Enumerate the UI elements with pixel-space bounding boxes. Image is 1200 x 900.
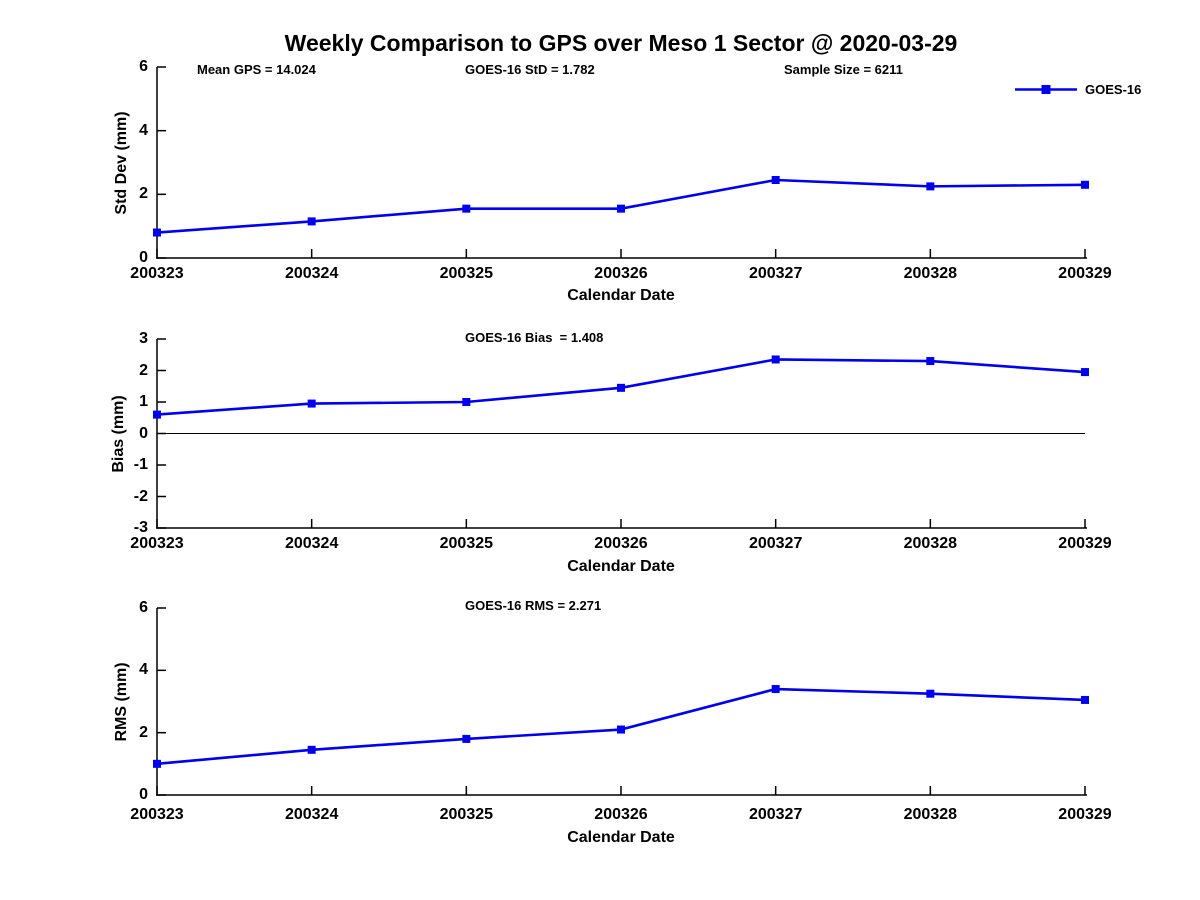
data-point-marker bbox=[1081, 180, 1089, 189]
data-point-marker bbox=[462, 734, 471, 743]
y-tick-label: 2 bbox=[139, 185, 148, 203]
x-tick-label: 200329 bbox=[1058, 265, 1112, 282]
y-tick-label: -1 bbox=[133, 456, 148, 473]
data-point-marker bbox=[771, 355, 780, 364]
x-tick-label: 200323 bbox=[130, 535, 184, 552]
data-point-marker bbox=[617, 383, 625, 392]
x-tick-label: 200323 bbox=[130, 265, 184, 282]
annotation-bias-0: GOES-16 Bias = 1.408 bbox=[465, 330, 604, 345]
x-tick-label: 200328 bbox=[903, 265, 958, 282]
x-tick-label: 200326 bbox=[594, 535, 648, 552]
annotation-stddev-0: Mean GPS = 14.024 bbox=[197, 62, 316, 77]
y-tick-label: 1 bbox=[139, 393, 148, 410]
y-tick-label: 0 bbox=[139, 249, 148, 266]
x-tick-label: 200329 bbox=[1058, 806, 1112, 823]
y-axis-label-stddev: Std Dev (mm) bbox=[113, 110, 130, 215]
data-point-marker bbox=[153, 759, 161, 768]
y-tick-label: 2 bbox=[139, 361, 148, 379]
data-point-marker bbox=[307, 399, 316, 408]
x-tick-label: 200328 bbox=[903, 806, 958, 823]
x-tick-label: 200326 bbox=[594, 265, 648, 282]
data-point-marker bbox=[153, 410, 161, 419]
data-point-marker bbox=[462, 398, 471, 406]
x-axis-label-rms: Calendar Date bbox=[567, 829, 675, 846]
data-point-marker bbox=[307, 745, 316, 754]
data-point-marker bbox=[307, 217, 316, 226]
y-axis-label-rms: RMS (mm) bbox=[113, 661, 130, 742]
y-tick-label: 3 bbox=[139, 330, 148, 347]
legend-label: GOES-16 bbox=[1085, 82, 1142, 97]
data-point-marker bbox=[771, 685, 780, 694]
data-point-marker bbox=[926, 182, 935, 191]
x-tick-label: 200327 bbox=[748, 265, 803, 282]
x-tick-label: 200328 bbox=[903, 535, 958, 552]
x-tick-label: 200324 bbox=[284, 265, 339, 282]
x-tick-label: 200327 bbox=[748, 806, 803, 823]
x-tick-label: 200323 bbox=[130, 806, 184, 823]
data-point-marker bbox=[926, 357, 935, 366]
x-axis-label-stddev: Calendar Date bbox=[567, 287, 675, 304]
data-point-marker bbox=[1081, 368, 1089, 377]
y-tick-label: 0 bbox=[139, 424, 148, 442]
y-tick-label: 0 bbox=[139, 786, 148, 803]
annotation-stddev-1: GOES-16 StD = 1.782 bbox=[465, 62, 595, 77]
y-tick-label: 6 bbox=[139, 599, 148, 616]
data-point-marker bbox=[617, 204, 625, 213]
x-tick-label: 200324 bbox=[284, 535, 339, 552]
data-point-marker bbox=[1081, 695, 1089, 704]
annotation-rms-0: GOES-16 RMS = 2.271 bbox=[465, 598, 602, 613]
y-tick-label: -2 bbox=[133, 487, 148, 505]
figure-title: Weekly Comparison to GPS over Meso 1 Sec… bbox=[284, 30, 958, 56]
data-point-marker bbox=[771, 176, 780, 185]
x-axis-label-bias: Calendar Date bbox=[567, 558, 675, 575]
x-tick-label: 200325 bbox=[439, 535, 494, 552]
y-axis-label-bias: Bias (mm) bbox=[110, 394, 127, 473]
y-tick-label: 6 bbox=[139, 58, 148, 75]
data-point-marker bbox=[926, 689, 935, 698]
annotation-stddev-2: Sample Size = 6211 bbox=[784, 62, 903, 77]
legend-marker bbox=[1041, 85, 1051, 94]
y-tick-label: 4 bbox=[139, 661, 148, 679]
data-point-marker bbox=[153, 228, 161, 237]
data-point-marker bbox=[617, 725, 625, 734]
x-tick-label: 200329 bbox=[1058, 535, 1112, 552]
x-tick-label: 200326 bbox=[594, 806, 648, 823]
y-tick-label: -3 bbox=[133, 519, 148, 536]
y-tick-label: 2 bbox=[139, 723, 148, 741]
data-point-marker bbox=[462, 204, 471, 213]
y-tick-label: 4 bbox=[139, 121, 148, 139]
x-tick-label: 200325 bbox=[439, 806, 494, 823]
x-tick-label: 200324 bbox=[284, 806, 339, 823]
x-tick-label: 200325 bbox=[439, 265, 494, 282]
x-tick-label: 200327 bbox=[748, 535, 803, 552]
